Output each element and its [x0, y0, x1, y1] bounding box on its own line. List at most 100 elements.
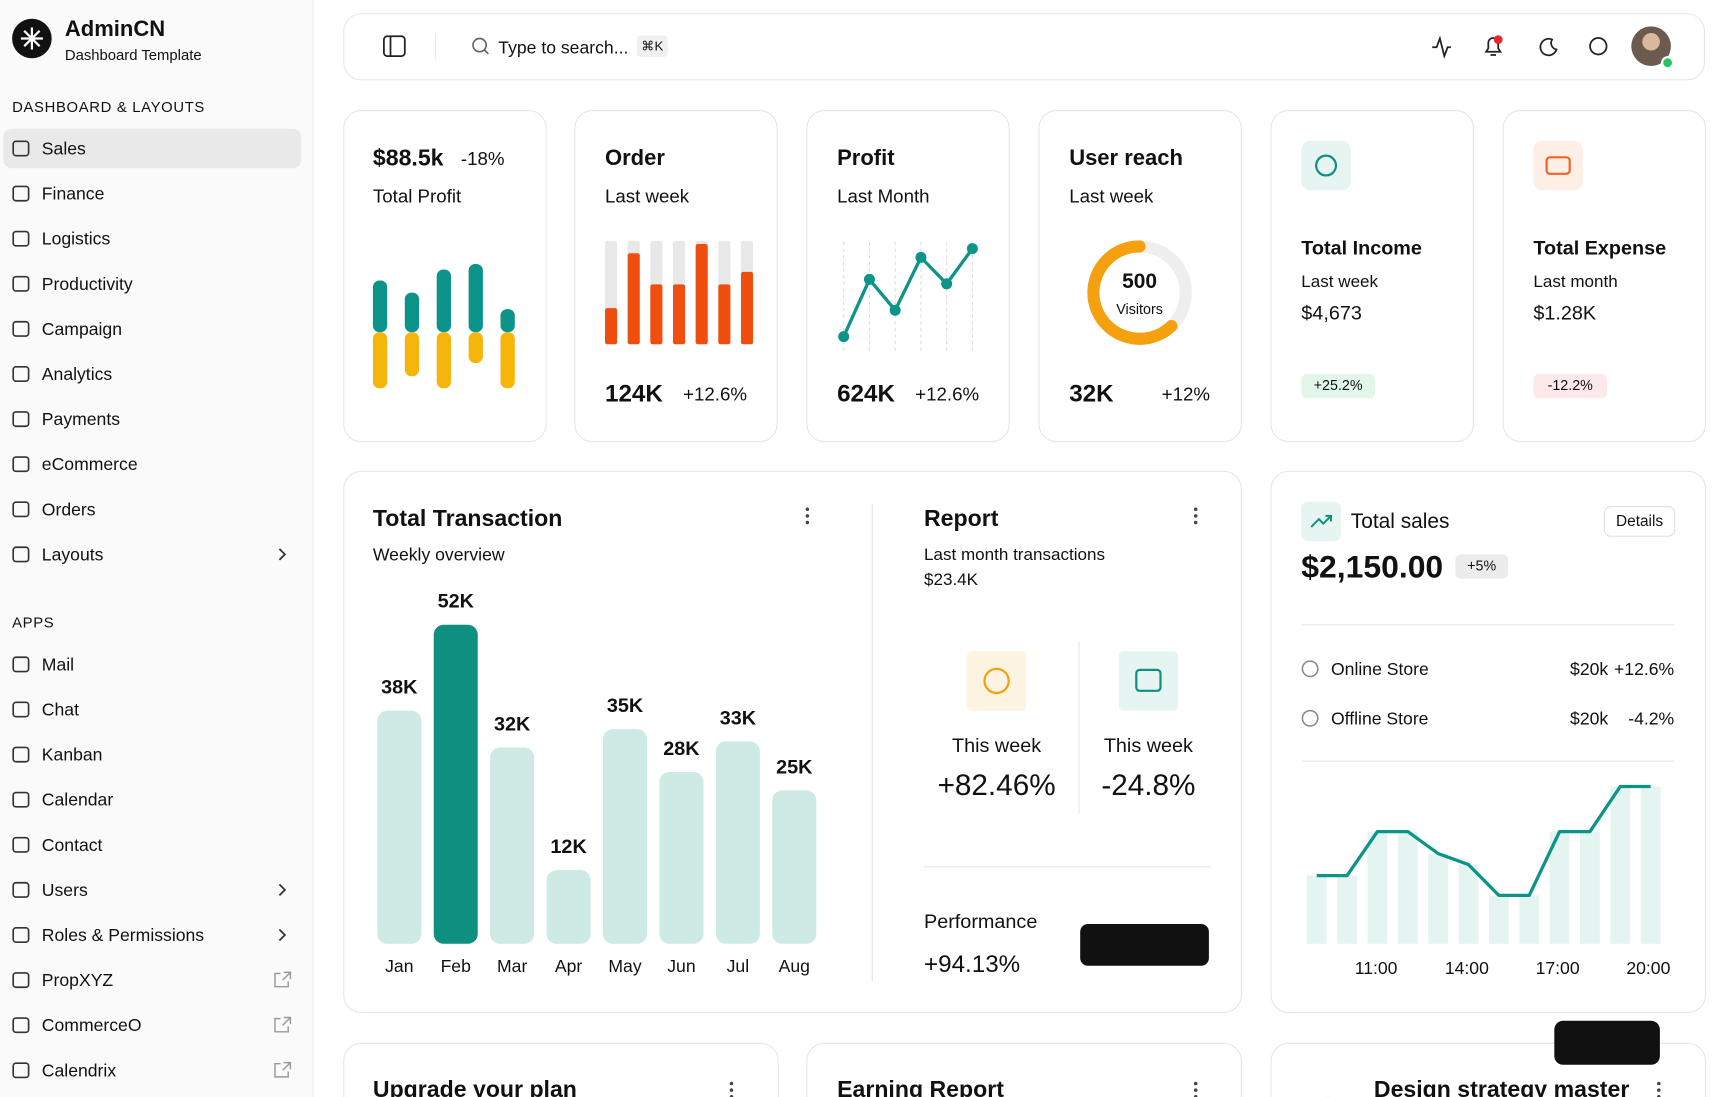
- card: [1270, 110, 1475, 443]
- nav-item[interactable]: Mail: [42, 654, 74, 674]
- bar: [490, 747, 535, 944]
- badge-text: +5%: [1467, 559, 1496, 575]
- menu-dots[interactable]: [805, 514, 810, 518]
- card-period: Last month: [1533, 272, 1617, 291]
- bar: [1367, 831, 1388, 944]
- store-change: -4.2%: [1628, 708, 1674, 728]
- nav-item[interactable]: Campaign: [42, 319, 122, 339]
- nav-item[interactable]: Layouts: [42, 544, 104, 564]
- store-change: +12.6%: [1614, 659, 1675, 679]
- section-title: DASHBOARD & LAYOUTS: [12, 100, 205, 116]
- menu-dots[interactable]: [729, 1094, 734, 1097]
- button[interactable]: [1554, 1020, 1660, 1065]
- search-input: Type to search...: [498, 37, 628, 57]
- nav-item[interactable]: Contact: [42, 835, 103, 855]
- nav-item[interactable]: Finance: [42, 184, 105, 204]
- bar: [468, 332, 483, 363]
- menu-dots[interactable]: [729, 1081, 734, 1086]
- nav-item[interactable]: Users: [42, 880, 88, 900]
- activity-icon[interactable]: [1432, 35, 1451, 60]
- bar: [436, 269, 451, 333]
- nav-item[interactable]: Logistics: [42, 229, 111, 249]
- bar: [372, 280, 388, 333]
- menu-dots[interactable]: [1657, 1081, 1661, 1086]
- button[interactable]: [1603, 506, 1676, 537]
- shortcut: ⌘K: [641, 39, 663, 54]
- menu-dots[interactable]: [1193, 507, 1198, 512]
- bar: [404, 292, 420, 333]
- menu-dots[interactable]: [1193, 1088, 1198, 1092]
- menu-dots[interactable]: [1193, 1081, 1198, 1086]
- chevron: [278, 928, 287, 942]
- section-title: Total Transaction: [373, 505, 563, 531]
- palette-icon[interactable]: [1589, 37, 1608, 56]
- nav-item[interactable]: Calendrix: [42, 1060, 117, 1080]
- section-title: Report: [924, 505, 999, 531]
- bar: [436, 332, 451, 389]
- menu-dots[interactable]: [1657, 1088, 1661, 1092]
- nav-item[interactable]: PropXYZ: [42, 970, 114, 990]
- data-label: 33K: [720, 707, 757, 729]
- menu-dots[interactable]: [1193, 520, 1198, 525]
- point: [889, 304, 901, 316]
- stat-label: This week: [1104, 735, 1193, 757]
- bar: [546, 870, 591, 944]
- menu-dots[interactable]: [729, 1088, 734, 1092]
- nav-item[interactable]: Productivity: [42, 274, 133, 294]
- bar: [659, 772, 704, 944]
- card-period: Last week: [1301, 272, 1378, 291]
- nav-item[interactable]: Payments: [42, 409, 120, 429]
- nav-item[interactable]: Analytics: [42, 364, 113, 384]
- menu-dots[interactable]: [1657, 1094, 1661, 1097]
- section-subtitle: Weekly overview: [373, 544, 505, 564]
- menu-dots[interactable]: [805, 507, 810, 512]
- badge: [1301, 374, 1375, 399]
- card: [806, 110, 1010, 443]
- bar: [627, 253, 640, 345]
- nav-item[interactable]: eCommerce: [42, 454, 138, 474]
- card-value: 124K: [605, 380, 663, 407]
- header-bar: [343, 13, 1706, 81]
- status-dot: [1661, 56, 1675, 70]
- section-title: Earning Report: [837, 1076, 1004, 1097]
- external-icon: [274, 1061, 292, 1078]
- icon-tile: [1533, 140, 1583, 191]
- menu-dots[interactable]: [1193, 1094, 1198, 1097]
- nav-item[interactable]: Sales: [42, 139, 86, 159]
- button-label: Details: [1616, 513, 1663, 530]
- chevron: [278, 548, 287, 561]
- nav-item[interactable]: Calendar: [42, 790, 114, 810]
- nav-icon: [12, 366, 30, 382]
- card-title: Profit: [837, 145, 895, 170]
- nav-item[interactable]: Chat: [42, 700, 79, 720]
- menu-dots[interactable]: [805, 520, 810, 525]
- card-period: Last Month: [837, 185, 929, 206]
- bar: [603, 729, 648, 944]
- bar: [1428, 853, 1449, 944]
- bar: [500, 309, 515, 333]
- nav-item[interactable]: Kanban: [42, 745, 103, 765]
- card-period: Last week: [1069, 185, 1154, 206]
- nav-item[interactable]: Orders: [42, 499, 96, 519]
- card-title: Order: [605, 145, 665, 170]
- search-icon: [472, 37, 488, 53]
- bar: [1519, 895, 1540, 944]
- icon: [1545, 156, 1571, 175]
- icon: [1301, 709, 1319, 727]
- bar: [1610, 786, 1631, 944]
- menu-dots[interactable]: [1193, 514, 1198, 518]
- bar: [715, 741, 760, 944]
- badge: [1533, 374, 1608, 399]
- external-icon: [274, 971, 292, 988]
- sidebar-toggle[interactable]: [383, 35, 406, 57]
- button[interactable]: [1080, 924, 1209, 966]
- x-tick-label: 14:00: [1445, 958, 1489, 978]
- section-title: Design strategy master: [1374, 1076, 1629, 1097]
- nav-item[interactable]: Roles & Permissions: [42, 925, 205, 945]
- theme-icon[interactable]: [1539, 38, 1558, 57]
- nav-item[interactable]: CommerceO: [42, 1015, 142, 1035]
- stat-value: +94.13%: [924, 951, 1020, 978]
- bar: [1306, 875, 1327, 944]
- bar: [1337, 875, 1357, 944]
- report-amount: $23.4K: [924, 570, 979, 589]
